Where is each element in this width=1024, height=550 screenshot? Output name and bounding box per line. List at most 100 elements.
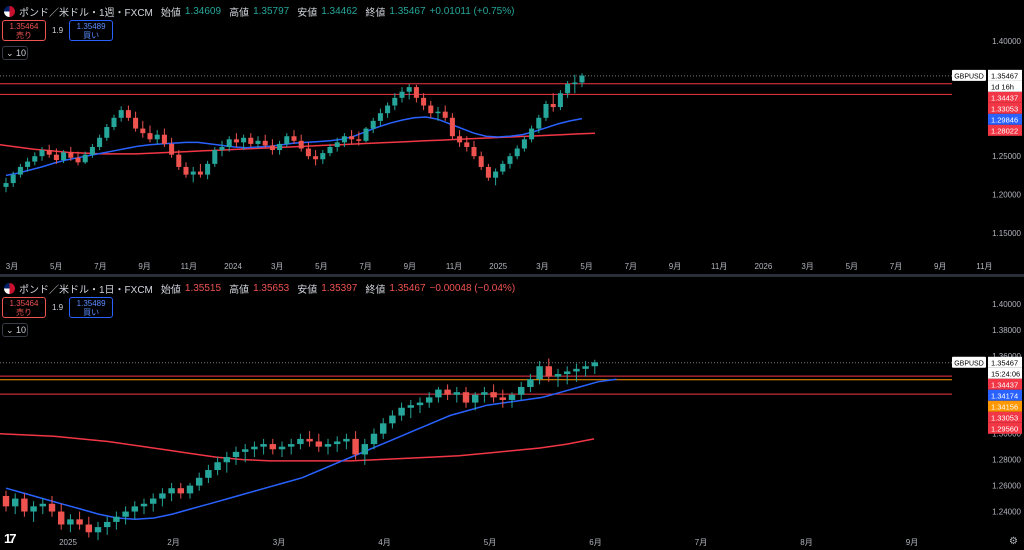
candle-body bbox=[370, 120, 376, 129]
daily-trade-buttons: 1.35464 売り 1.9 1.35489 買い bbox=[2, 297, 114, 318]
time-axis-tick: 2025 bbox=[489, 262, 507, 271]
candle-body bbox=[241, 137, 247, 143]
candle-body bbox=[481, 392, 488, 395]
price-label-bg bbox=[988, 113, 1022, 125]
low-value: 1.34462 bbox=[321, 6, 358, 17]
candle-body bbox=[508, 394, 516, 400]
candle-body bbox=[68, 152, 74, 158]
time-axis-tick: 11月 bbox=[446, 262, 462, 271]
pane-divider[interactable] bbox=[0, 274, 1024, 277]
candle-body bbox=[361, 444, 369, 455]
candle-body bbox=[565, 84, 571, 94]
candle-body bbox=[334, 142, 340, 147]
candle-body bbox=[543, 103, 549, 118]
candle-body bbox=[517, 387, 525, 395]
candle-body bbox=[298, 140, 304, 149]
candle-body bbox=[67, 519, 74, 525]
time-axis-tick: 9月 bbox=[669, 262, 681, 271]
time-axis-tick: 2月 bbox=[167, 538, 179, 547]
indicator-collapse-button[interactable]: ⌄ 10 bbox=[2, 46, 28, 60]
candle-body bbox=[278, 446, 286, 450]
candle-body bbox=[125, 110, 131, 118]
open-value: 1.34609 bbox=[184, 6, 222, 17]
candle-body bbox=[169, 143, 175, 155]
candle-body bbox=[582, 366, 589, 369]
candle-body bbox=[260, 444, 267, 447]
price-label-red: 1.33053 bbox=[991, 104, 1018, 113]
candle-body bbox=[305, 148, 311, 157]
candle-body bbox=[113, 516, 120, 522]
candle-body bbox=[89, 146, 95, 155]
price-label-bg bbox=[988, 102, 1022, 114]
candle-body bbox=[545, 366, 553, 377]
sell-button[interactable]: 1.35464 売り bbox=[2, 20, 46, 41]
candle-body bbox=[464, 142, 470, 147]
candle-body bbox=[320, 153, 326, 160]
candle-body bbox=[521, 139, 527, 149]
high-label: 高値 bbox=[229, 8, 250, 19]
candle-body bbox=[25, 161, 31, 167]
candle-body bbox=[341, 136, 347, 143]
candle-body bbox=[32, 156, 38, 162]
candle-body bbox=[168, 488, 175, 494]
candle-body bbox=[94, 527, 102, 533]
candle-body bbox=[471, 394, 479, 403]
candle-body bbox=[226, 139, 232, 147]
indicator-count: 10 bbox=[16, 325, 27, 335]
candle-body bbox=[122, 511, 129, 517]
time-axis-tick: 3月 bbox=[6, 262, 18, 271]
price-label-bg bbox=[988, 411, 1022, 423]
candle-body bbox=[269, 145, 275, 151]
candle-body bbox=[453, 392, 461, 395]
symbol-label-bg bbox=[952, 356, 986, 368]
price-label-red: 1.29560 bbox=[991, 424, 1018, 433]
sell-label: 売り bbox=[16, 308, 32, 317]
sell-button[interactable]: 1.35464 売り bbox=[2, 297, 46, 318]
candle-body bbox=[287, 444, 295, 447]
candle-body bbox=[572, 82, 578, 85]
indicator-collapse-button[interactable]: ⌄ 10 bbox=[2, 323, 28, 337]
daily-price-chart[interactable]: 1.400001.380001.360001.340001.320001.300… bbox=[0, 277, 1024, 550]
candle-body bbox=[306, 438, 313, 442]
time-axis-tick: 8月 bbox=[800, 538, 812, 547]
time-axis-tick: 7月 bbox=[890, 262, 902, 271]
candle-body bbox=[291, 136, 297, 141]
candle-body bbox=[248, 137, 254, 144]
symbol-label: GBPUSD bbox=[954, 73, 984, 80]
price-label-orange: 1.34156 bbox=[991, 402, 1018, 411]
candle-body bbox=[232, 451, 240, 458]
spread-value: 1.9 bbox=[52, 303, 64, 312]
weekly-chart-pane[interactable]: 1.400001.350001.300001.250001.200001.150… bbox=[0, 0, 1024, 274]
price-label-timer: 1d 16h bbox=[991, 82, 1014, 91]
price-axis-tick: 1.36000 bbox=[992, 352, 1021, 361]
candle-body bbox=[212, 150, 218, 164]
tradingview-logo-icon[interactable]: 17 bbox=[4, 531, 17, 546]
candle-body bbox=[3, 183, 9, 187]
candle-body bbox=[356, 139, 362, 141]
candle-body bbox=[10, 174, 16, 184]
candle-body bbox=[385, 105, 391, 114]
price-label-bg bbox=[988, 124, 1022, 136]
candle-body bbox=[251, 446, 258, 450]
gbp-flag-icon bbox=[4, 283, 15, 294]
buy-button[interactable]: 1.35489 買い bbox=[69, 297, 114, 318]
candle-body bbox=[444, 389, 451, 395]
buy-button[interactable]: 1.35489 買い bbox=[69, 20, 114, 41]
weekly-chart-title[interactable]: ポンド／米ドル・1週・FXCM bbox=[19, 8, 153, 19]
candle-body bbox=[197, 171, 203, 175]
low-value: 1.35397 bbox=[321, 283, 358, 294]
candle-body bbox=[421, 97, 427, 106]
high-value: 1.35797 bbox=[253, 6, 290, 17]
daily-chart-pane[interactable]: 1.400001.380001.360001.340001.320001.300… bbox=[0, 277, 1024, 550]
candle-body bbox=[313, 156, 319, 160]
daily-chart-title[interactable]: ポンド／米ドル・1日・FXCM bbox=[19, 285, 153, 296]
change-value: −0.00048 (−0.04%) bbox=[429, 283, 516, 294]
price-label-bg bbox=[988, 400, 1022, 412]
candle-body bbox=[500, 163, 506, 172]
candle-body bbox=[2, 495, 10, 507]
candle-body bbox=[205, 163, 211, 175]
gear-icon[interactable]: ⚙ bbox=[1009, 536, 1018, 547]
candle-body bbox=[527, 379, 534, 387]
candle-body bbox=[514, 148, 520, 157]
weekly-price-chart[interactable]: 1.400001.350001.300001.250001.200001.150… bbox=[0, 0, 1024, 274]
